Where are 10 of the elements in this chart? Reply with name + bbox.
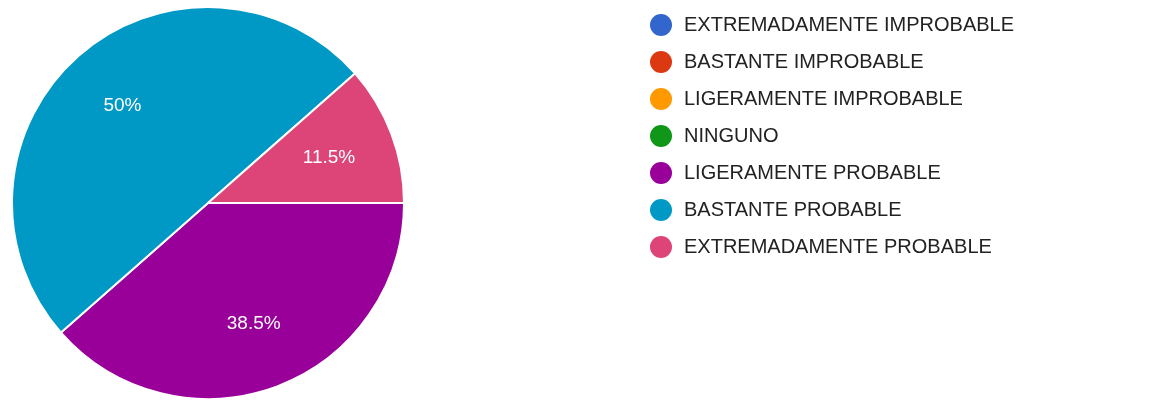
legend-label: BASTANTE PROBABLE — [684, 198, 902, 221]
legend-label: EXTREMADAMENTE PROBABLE — [684, 235, 992, 258]
data-label: 38.5% — [226, 312, 281, 334]
data-label: 50% — [103, 94, 142, 116]
data-label: 11.5% — [302, 145, 356, 167]
legend-label: NINGUNO — [684, 124, 779, 147]
legend-label: EXTREMADAMENTE IMPROBABLE — [684, 13, 1015, 36]
legend-label: LIGERAMENTE IMPROBABLE — [684, 87, 963, 110]
legend-label: LIGERAMENTE PROBABLE — [684, 161, 941, 184]
legend-label: BASTANTE IMPROBABLE — [684, 50, 924, 73]
